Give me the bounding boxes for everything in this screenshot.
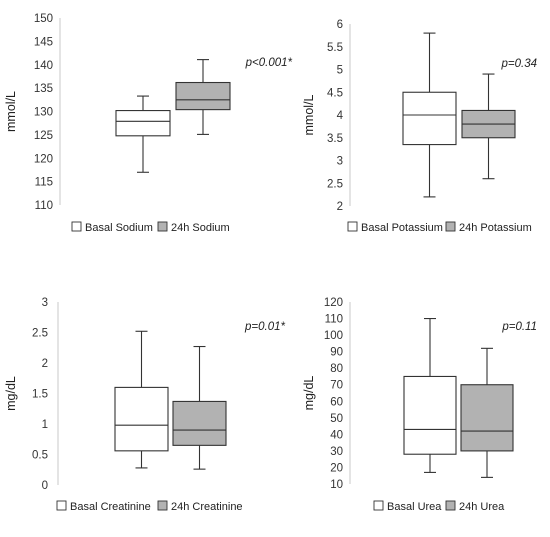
panel-creatinine-basal-box — [114, 386, 169, 452]
panel-urea-ytick-label: 90 — [330, 347, 343, 359]
panel-potassium-legend-basal-swatch — [347, 221, 358, 232]
panel-potassium-legend-basal-label: Basal Potassium — [361, 222, 443, 234]
panel-potassium-legend-24h-label: 24h Potassium — [459, 222, 532, 234]
panel-urea: mg/dL p=0.11 Basal Urea 24h Urea 10 20 30 4… — [302, 297, 537, 513]
panel-creatinine-legend-24h-swatch — [157, 500, 168, 511]
panel-urea-legend-basal-swatch — [373, 500, 384, 511]
panel-potassium: mmol/L p=0.34 Basal Potassium 24h Potass… — [302, 19, 537, 234]
panel-potassium-ytick-label: 3 — [337, 156, 343, 168]
panel-creatinine-pvalue: p=0.01* — [244, 321, 285, 333]
panel-urea-ytick-label: 100 — [324, 330, 343, 342]
panel-sodium-legend-basal-swatch — [71, 221, 82, 232]
panel-sodium-legend-24h-label: 24h Sodium — [171, 222, 230, 234]
panel-creatinine-ytick-label: 1 — [42, 419, 48, 431]
panel-urea-legend-24h-swatch — [445, 500, 456, 511]
panel-sodium-ytick-label: 115 — [35, 177, 53, 189]
panel-urea-legend-24h-label: 24h Urea — [459, 501, 505, 513]
panel-creatinine-ytick-label: 0 — [42, 480, 48, 492]
panel-sodium-pvalue: p<0.001* — [245, 57, 293, 69]
panel-potassium-ytick-label: 6 — [337, 19, 343, 31]
panel-potassium-ytick-label: 4.5 — [327, 87, 343, 99]
panel-urea-ytick-label: 50 — [330, 413, 343, 425]
panel-sodium-ytick-label: 120 — [34, 153, 53, 165]
panel-potassium-ytick-label: 4 — [337, 110, 344, 122]
panel-potassium-ytick-label: 2 — [337, 201, 343, 213]
panel-sodium: mmol/L p<0.001* Basal Sodium 24h Sodium … — [4, 13, 293, 234]
panel-urea-ytick-label: 120 — [324, 297, 343, 309]
panel-potassium-pvalue: p=0.34 — [501, 58, 538, 70]
panel-creatinine-legend-basal-swatch — [56, 500, 67, 511]
panel-urea-ytick-label: 80 — [330, 363, 343, 375]
panel-creatinine-legend-24h-label: 24h Creatinine — [171, 501, 243, 513]
panel-creatinine-ytick-label: 1.5 — [32, 389, 48, 401]
panel-potassium-ytick-label: 5.5 — [327, 42, 343, 54]
panel-creatinine: mg/dL p=0.01* Basal Creatinine 24h Creat… — [4, 297, 286, 513]
panel-sodium-basal-box — [115, 110, 171, 137]
panel-sodium-ytick-label: 125 — [34, 130, 53, 142]
panel-potassium-ytick-label: 5 — [337, 65, 343, 77]
panel-potassium-ytick-label: 2.5 — [327, 178, 343, 190]
panel-potassium-ytick-label: 3.5 — [327, 133, 343, 145]
panel-creatinine-ylabel: mg/dL — [4, 376, 18, 411]
panel-sodium-ytick-label: 140 — [34, 60, 53, 72]
panel-sodium-ylabel: mmol/L — [4, 91, 18, 132]
panel-potassium-legend-24h-swatch — [445, 221, 456, 232]
panel-sodium-ytick-label: 145 — [34, 36, 53, 48]
panel-sodium-ytick-label: 130 — [34, 107, 53, 119]
panel-creatinine-24h-box — [172, 400, 227, 446]
panel-sodium-legend-24h-swatch — [157, 221, 168, 232]
panel-urea-ytick-label: 10 — [330, 479, 343, 491]
panel-urea-ylabel: mg/dL — [302, 376, 316, 411]
panel-urea-ytick-label: 20 — [330, 462, 343, 474]
panel-urea-ytick-label: 60 — [330, 396, 343, 408]
panel-urea-ytick-label: 40 — [330, 429, 343, 441]
panel-creatinine-ytick-label: 2 — [42, 358, 48, 370]
panel-potassium-ylabel: mmol/L — [302, 94, 316, 135]
panel-urea-ytick-label: 110 — [325, 314, 343, 326]
panel-sodium-ytick-label: 135 — [34, 83, 53, 95]
panel-creatinine-legend-basal-label: Basal Creatinine — [70, 501, 151, 513]
panel-urea-ytick-label: 30 — [330, 446, 343, 458]
panel-potassium-basal-box — [402, 91, 457, 146]
panel-urea-basal-box — [403, 375, 457, 455]
panel-urea-legend-basal-label: Basal Urea — [387, 501, 442, 513]
panel-sodium-ytick-label: 150 — [34, 13, 53, 25]
panel-urea-ytick-label: 70 — [330, 380, 343, 392]
panel-creatinine-ytick-label: 3 — [42, 297, 48, 309]
panel-sodium-24h-box — [175, 81, 231, 111]
panel-creatinine-ytick-label: 0.5 — [32, 450, 48, 462]
panel-sodium-legend-basal-label: Basal Sodium — [85, 222, 153, 234]
panel-urea-pvalue: p=0.11 — [501, 321, 537, 333]
panel-sodium-ytick-label: 110 — [35, 200, 53, 212]
panel-creatinine-ytick-label: 2.5 — [32, 328, 48, 340]
panel-urea-24h-box — [460, 384, 514, 452]
